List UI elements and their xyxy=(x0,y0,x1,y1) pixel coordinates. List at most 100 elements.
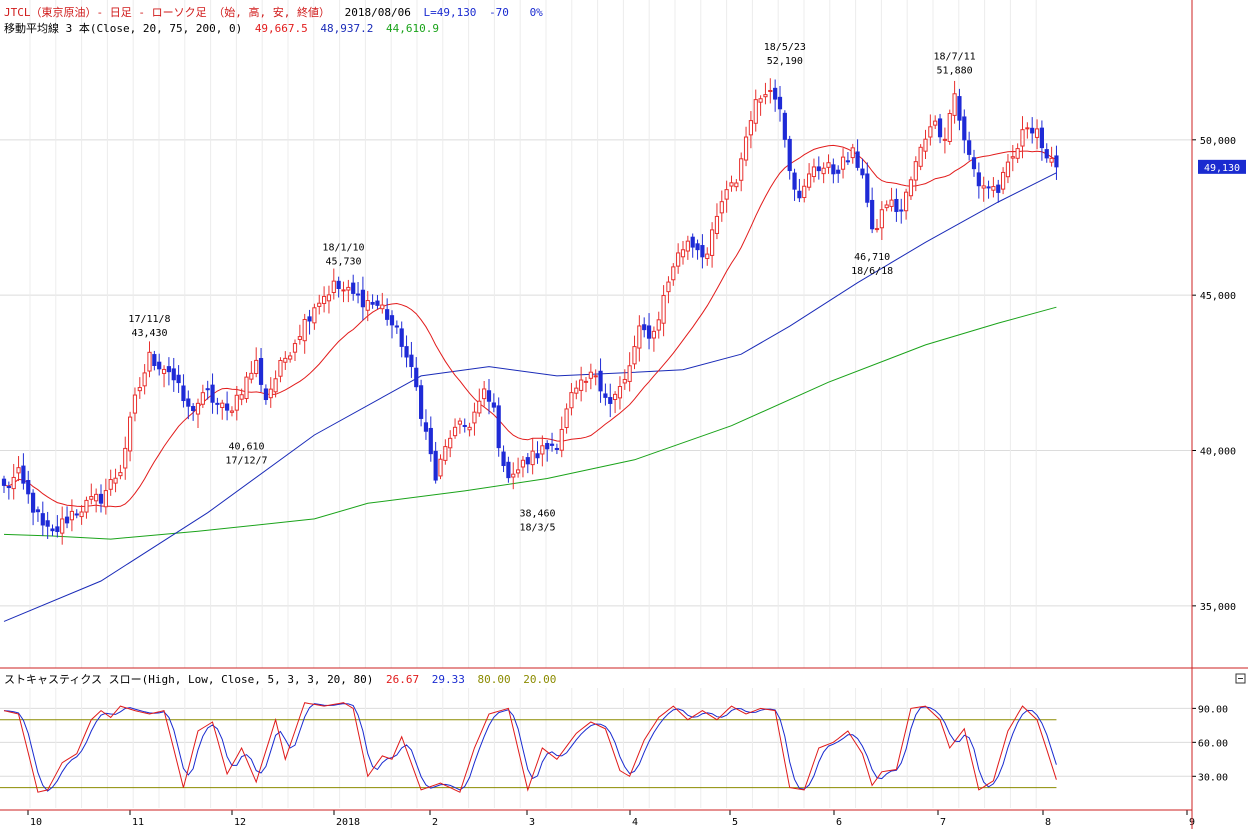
candle-up xyxy=(312,307,317,324)
stochastic-lines xyxy=(3,702,1057,793)
candle-up xyxy=(724,189,729,200)
candle-up xyxy=(840,156,846,170)
candle-up xyxy=(302,318,307,342)
candle-up xyxy=(467,426,472,431)
candle-up xyxy=(947,113,952,142)
candle-up xyxy=(879,209,884,229)
price-grid xyxy=(0,0,1192,668)
candle-down xyxy=(74,513,79,516)
candle-up xyxy=(84,499,89,513)
candle-up xyxy=(511,473,516,478)
candle-up xyxy=(656,319,661,331)
candle-down xyxy=(414,367,419,388)
candle-up xyxy=(559,428,564,451)
candle-down xyxy=(6,486,11,489)
candle-down xyxy=(603,393,608,398)
month-label: 5 xyxy=(732,817,738,828)
candle-down xyxy=(351,282,356,294)
ma-label: 移動平均線 3 本(Close, 20, 75, 200, 0) xyxy=(4,21,242,35)
candle-down xyxy=(55,526,60,532)
annotation-value: 52,190 xyxy=(767,56,803,67)
month-label: 3 xyxy=(529,817,535,828)
candle-up xyxy=(651,330,656,339)
month-label: 6 xyxy=(836,817,842,828)
candle-up xyxy=(137,387,142,392)
candle-up xyxy=(147,351,152,372)
stoch-label: ストキャスティクス スロー(High, Low, Close, 5, 3, 3,… xyxy=(4,673,373,686)
candle-down xyxy=(501,451,506,467)
candle-up xyxy=(254,359,259,375)
candle-up xyxy=(743,136,749,161)
month-label: 7 xyxy=(940,817,946,828)
candle-up xyxy=(268,388,273,399)
candle-down xyxy=(962,116,967,141)
candle-down xyxy=(21,465,26,484)
candle-down xyxy=(646,325,652,339)
candle-down xyxy=(186,398,191,407)
candle-up xyxy=(113,477,118,484)
candle-up xyxy=(913,161,918,181)
candle-up xyxy=(739,158,744,181)
candle-down xyxy=(50,528,55,532)
candle-up xyxy=(520,459,526,468)
candle-up xyxy=(123,447,128,469)
candle-up xyxy=(928,126,933,138)
candle-down xyxy=(157,361,162,370)
candle-up xyxy=(719,201,724,214)
candle-up xyxy=(1005,161,1011,178)
candle-up xyxy=(341,289,346,292)
candle-up xyxy=(229,410,235,413)
candle-down xyxy=(307,316,312,322)
candle-down xyxy=(549,443,555,446)
candle-down xyxy=(152,354,157,366)
candle-down xyxy=(554,447,559,450)
candle-up xyxy=(613,393,618,401)
candle-up xyxy=(317,302,322,307)
candle-up xyxy=(220,402,225,408)
candle-up xyxy=(942,138,947,141)
candle-down xyxy=(598,370,603,392)
price-pane[interactable]: 17/11/8 43,430 40,610 17/12/7 18/1/10 45,730 3… xyxy=(0,0,1246,668)
candle-up xyxy=(807,173,812,188)
annotation-date: 18/3/5 xyxy=(519,522,555,533)
stoch-tick-label: 90.00 xyxy=(1198,704,1228,715)
ma75-value: 48,937.2 xyxy=(320,22,373,35)
candle-up xyxy=(753,99,758,124)
candle-down xyxy=(385,309,390,320)
candle-up xyxy=(758,98,763,103)
candle-down xyxy=(419,385,424,419)
candle-up xyxy=(768,89,773,92)
candle-up xyxy=(632,346,637,365)
candle-up xyxy=(16,467,21,474)
candle-down xyxy=(399,328,404,347)
candle-up xyxy=(1015,148,1020,159)
stochastic-pane[interactable]: 30.00 60.00 90.00 xyxy=(0,688,1228,808)
annotation-date: 18/6/18 xyxy=(851,266,893,277)
instrument-title: JTCL（東京原油）- 日足 - ローソク足 （始, 高, 安, 終値） xyxy=(4,5,330,19)
candle-up xyxy=(161,368,167,374)
candle-up xyxy=(884,204,889,209)
candle-down xyxy=(176,374,181,384)
candle-down xyxy=(535,453,540,459)
candle-down xyxy=(642,324,647,331)
candle-up xyxy=(443,446,448,461)
candle-down xyxy=(423,422,429,432)
candle-down xyxy=(608,397,613,404)
candle-up xyxy=(380,304,385,310)
candle-up xyxy=(710,229,715,256)
candle-down xyxy=(1039,127,1045,149)
stoch-tick-label: 60.00 xyxy=(1198,738,1228,749)
candle-down xyxy=(865,173,870,203)
candle-down xyxy=(45,520,50,527)
candle-up xyxy=(142,372,147,387)
candle-up xyxy=(195,402,201,415)
candle-up xyxy=(933,120,938,126)
candle-up xyxy=(627,365,632,382)
candle-up xyxy=(530,450,535,466)
candle-up xyxy=(802,185,807,199)
candle-down xyxy=(35,509,41,513)
candle-down xyxy=(389,315,395,326)
ma20-line xyxy=(3,144,1057,508)
candle-down xyxy=(870,199,875,230)
candle-down xyxy=(700,245,705,258)
